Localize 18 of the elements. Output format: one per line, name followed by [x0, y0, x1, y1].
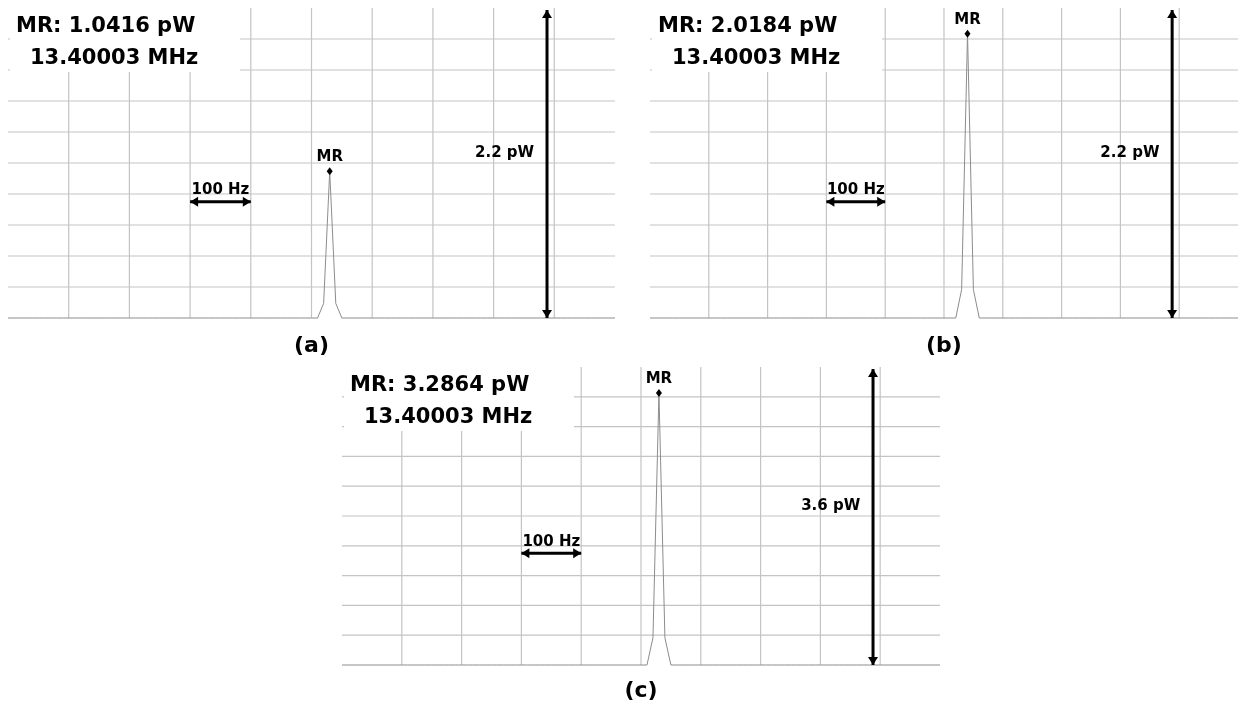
text: (a) — [294, 332, 329, 357]
text: MR — [645, 368, 673, 387]
text: (c) — [624, 677, 658, 702]
text: (b) — [926, 332, 962, 357]
text: MR: 1.0416 pW — [16, 13, 196, 37]
annotation: 13.40003 MHz — [672, 45, 841, 69]
annotation: 100 Hz — [826, 180, 885, 198]
annotation: 3.6 pW — [801, 496, 861, 515]
text: MR — [954, 9, 982, 28]
annotation: 100 Hz — [522, 531, 581, 550]
text: MR — [316, 147, 344, 166]
annotation: 100 Hz — [191, 180, 250, 198]
annotation: MR: 3.2864 pW — [350, 372, 530, 396]
text: 13.40003 MHz — [30, 45, 199, 69]
annotation: MR: 2.0184 pW — [658, 13, 838, 37]
annotation: 2.2 pW — [1100, 142, 1160, 161]
annotation: 13.40003 MHz — [364, 404, 533, 428]
text: 2.2 pW — [475, 142, 535, 161]
